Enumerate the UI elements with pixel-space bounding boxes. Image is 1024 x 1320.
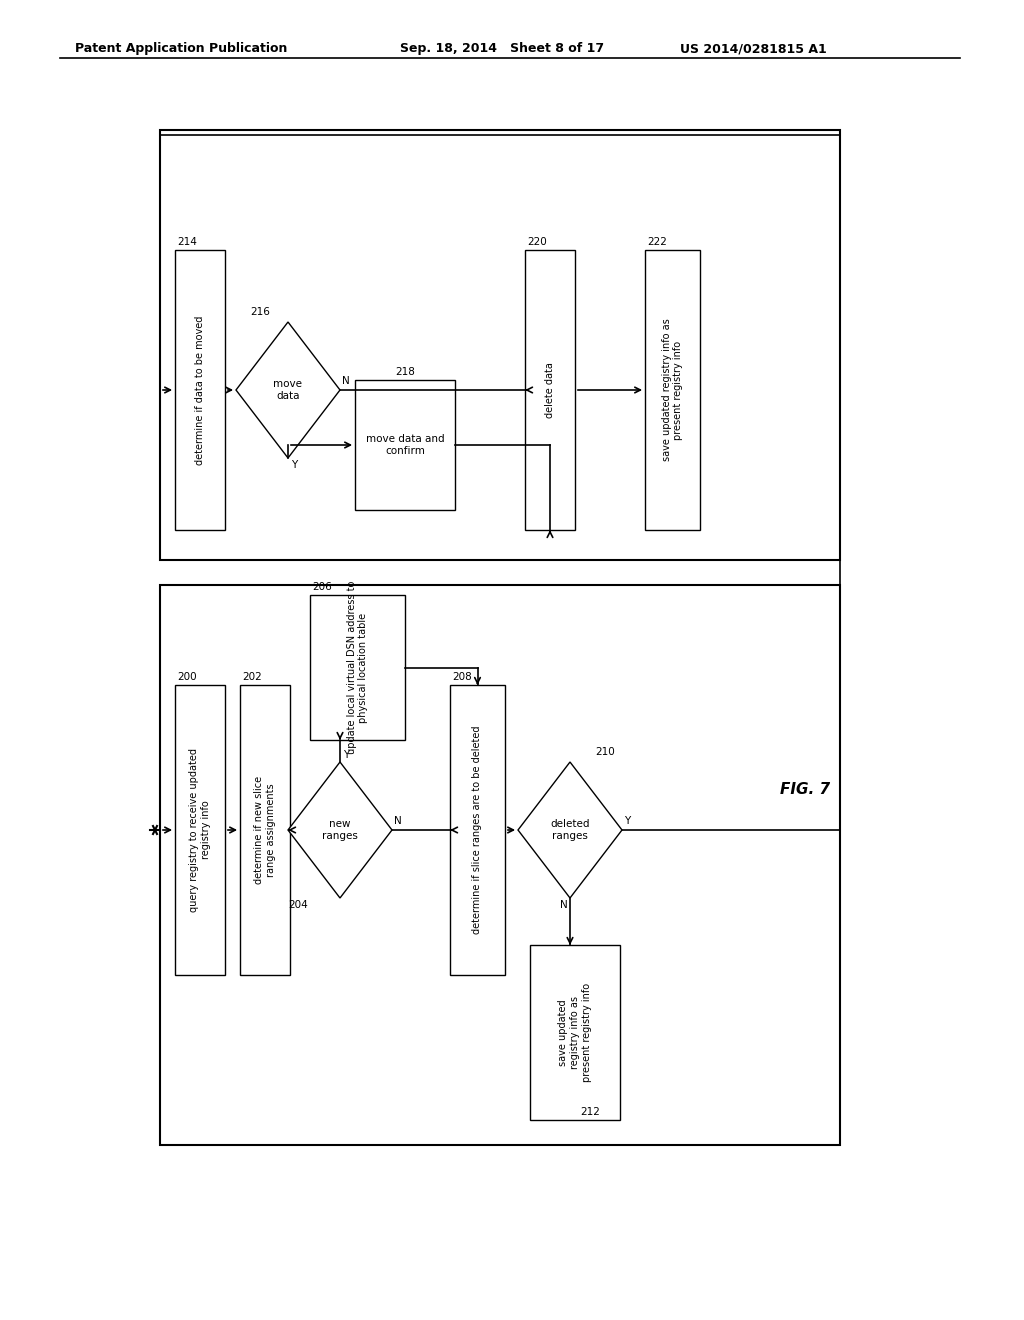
Text: 200: 200 — [177, 672, 197, 682]
Polygon shape — [236, 322, 340, 458]
Text: 212: 212 — [580, 1107, 600, 1117]
Text: 222: 222 — [647, 238, 667, 247]
Text: FIG. 7: FIG. 7 — [780, 783, 830, 797]
Bar — [240, 685, 290, 975]
Polygon shape — [518, 762, 622, 898]
Text: 216: 216 — [250, 308, 270, 317]
Text: N: N — [342, 376, 350, 385]
Text: new
ranges: new ranges — [323, 820, 358, 841]
Text: save updated
registry info as
present registry info: save updated registry info as present re… — [558, 983, 592, 1082]
Text: move
data: move data — [273, 379, 302, 401]
Bar — [525, 249, 575, 531]
Bar — [355, 380, 455, 510]
Text: Y: Y — [624, 816, 630, 826]
Text: move data and
confirm: move data and confirm — [366, 434, 444, 455]
Text: Patent Application Publication: Patent Application Publication — [75, 42, 288, 55]
Text: 210: 210 — [595, 747, 614, 756]
Text: delete data: delete data — [545, 362, 555, 418]
Text: update local virtual DSN address to
physical location table: update local virtual DSN address to phys… — [347, 581, 369, 754]
Text: 208: 208 — [452, 672, 472, 682]
Bar — [310, 595, 406, 741]
Text: 202: 202 — [242, 672, 262, 682]
Text: deleted
ranges: deleted ranges — [550, 820, 590, 841]
Text: Y: Y — [343, 750, 349, 760]
Bar — [175, 685, 225, 975]
Text: save updated registry info as
present registry info: save updated registry info as present re… — [662, 318, 683, 462]
Text: determine if slice ranges are to be deleted: determine if slice ranges are to be dele… — [472, 726, 482, 935]
Text: Y: Y — [291, 459, 297, 470]
Text: Sep. 18, 2014   Sheet 8 of 17: Sep. 18, 2014 Sheet 8 of 17 — [400, 42, 604, 55]
Text: 220: 220 — [527, 238, 547, 247]
Bar — [175, 249, 225, 531]
Text: N: N — [394, 816, 401, 826]
Text: 218: 218 — [395, 367, 415, 378]
Text: 214: 214 — [177, 238, 197, 247]
Bar — [530, 945, 620, 1119]
Text: determine if data to be moved: determine if data to be moved — [195, 315, 205, 465]
Text: 204: 204 — [288, 900, 308, 909]
Text: US 2014/0281815 A1: US 2014/0281815 A1 — [680, 42, 826, 55]
Bar — [160, 129, 840, 560]
Bar — [645, 249, 700, 531]
Polygon shape — [288, 762, 392, 898]
Bar — [450, 685, 505, 975]
Text: N: N — [560, 900, 567, 909]
Text: query registry to receive updated
registry info: query registry to receive updated regist… — [189, 748, 211, 912]
Text: 206: 206 — [312, 582, 332, 591]
Text: determine if new slice
range assignments: determine if new slice range assignments — [254, 776, 275, 884]
Bar — [160, 585, 840, 1144]
